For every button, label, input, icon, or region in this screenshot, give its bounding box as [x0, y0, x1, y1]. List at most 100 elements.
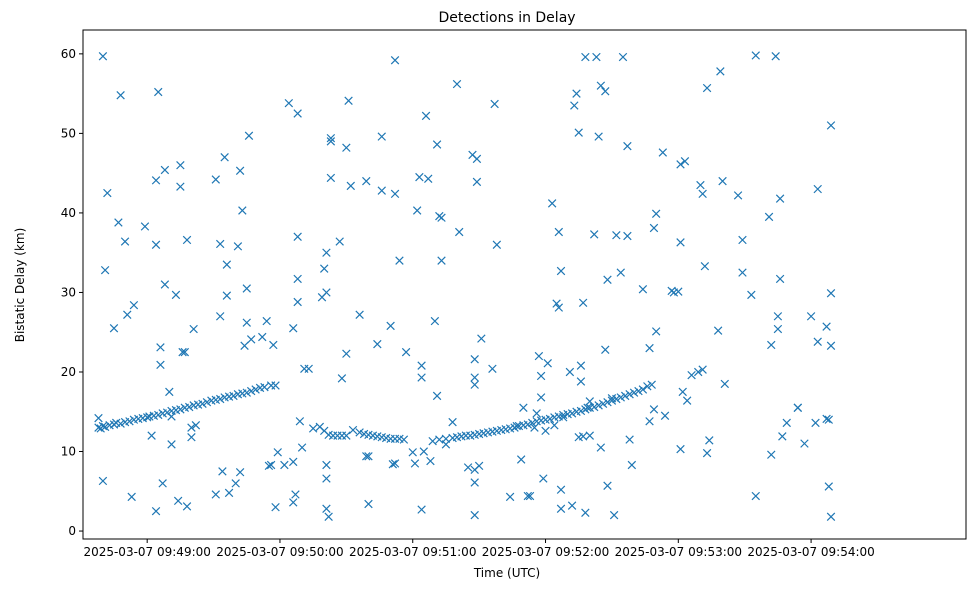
- data-point-marker: [733, 191, 743, 200]
- data-point-marker: [269, 340, 278, 350]
- data-point-marker: [565, 367, 575, 377]
- data-point-marker: [171, 290, 181, 300]
- data-point-marker: [576, 361, 586, 370]
- data-point-marker: [554, 227, 564, 237]
- data-point-marker: [594, 132, 603, 141]
- data-point-marker: [415, 172, 424, 182]
- data-point-marker: [441, 440, 451, 449]
- data-point-marker: [242, 388, 251, 397]
- data-point-marker: [297, 443, 307, 452]
- data-point-marker: [519, 403, 528, 412]
- data-point-marker: [470, 380, 479, 389]
- data-point-marker: [151, 240, 161, 249]
- data-point-marker: [811, 418, 820, 428]
- data-point-marker: [364, 499, 373, 509]
- data-point-marker: [488, 364, 497, 374]
- data-point-marker: [377, 132, 386, 141]
- data-point-marker: [233, 242, 243, 251]
- data-point-marker: [220, 153, 229, 162]
- data-point-marker: [417, 505, 426, 514]
- data-point-marker: [775, 194, 785, 203]
- data-point-marker: [767, 450, 776, 459]
- data-point-marker: [114, 218, 123, 227]
- data-point-marker: [390, 189, 400, 199]
- data-point-marker: [698, 189, 707, 199]
- data-point-marker: [771, 52, 780, 61]
- data-point-marker: [224, 488, 234, 498]
- data-point-marker: [432, 140, 442, 149]
- data-point-marker: [603, 275, 612, 284]
- data-point-marker: [266, 460, 276, 470]
- data-point-marker: [751, 491, 760, 501]
- data-markers: [94, 51, 836, 521]
- data-point-marker: [470, 478, 479, 487]
- data-point-marker: [151, 506, 161, 516]
- data-point-marker: [592, 52, 601, 62]
- data-point-marker: [651, 327, 661, 336]
- data-point-marker: [151, 176, 161, 185]
- x-axis: 2025-03-07 09:49:00 2025-03-07 09:50:00 20…: [83, 539, 875, 559]
- data-point-marker: [437, 256, 446, 265]
- data-point-marker: [596, 443, 606, 452]
- data-point-marker: [822, 414, 831, 424]
- data-point-marker: [472, 154, 482, 164]
- x-axis-title: Time (UTC): [473, 566, 540, 580]
- y-tick-label: 40: [61, 206, 76, 220]
- data-point-marker: [634, 386, 643, 396]
- data-point-marker: [222, 260, 232, 269]
- data-point-marker: [189, 324, 198, 334]
- data-point-marker: [643, 382, 652, 391]
- data-point-marker: [470, 355, 479, 364]
- data-point-marker: [645, 343, 654, 353]
- data-point-marker: [543, 359, 552, 368]
- data-point-marker: [335, 237, 344, 246]
- data-point-marker: [215, 312, 225, 321]
- data-point-marker: [826, 289, 836, 298]
- data-point-marker: [293, 274, 302, 284]
- data-point-marker: [620, 391, 630, 401]
- data-point-marker: [160, 165, 170, 175]
- data-point-marker: [326, 173, 336, 183]
- data-point-marker: [682, 396, 692, 405]
- data-point-marker: [576, 377, 586, 386]
- data-point-marker: [273, 448, 282, 457]
- data-point-marker: [373, 339, 382, 349]
- data-point-marker: [308, 424, 318, 433]
- data-point-marker: [202, 397, 212, 407]
- data-point-marker: [638, 385, 648, 394]
- data-point-marker: [572, 89, 581, 98]
- data-point-marker: [211, 490, 221, 499]
- data-point-marker: [607, 394, 617, 403]
- data-point-marker: [660, 411, 670, 420]
- data-point-marker: [280, 460, 289, 470]
- data-point-marker: [100, 422, 110, 432]
- data-point-marker: [550, 421, 559, 430]
- data-point-marker: [556, 485, 566, 494]
- data-point-marker: [629, 388, 639, 397]
- data-point-marker: [775, 274, 785, 284]
- plot-area: [83, 30, 966, 539]
- data-point-marker: [693, 367, 703, 377]
- data-point-marker: [773, 312, 783, 321]
- data-point-marker: [262, 316, 271, 326]
- data-point-marker: [638, 285, 648, 294]
- data-point-marker: [536, 393, 546, 402]
- data-point-marker: [390, 459, 400, 468]
- data-point-marker: [390, 55, 400, 65]
- data-point-marker: [322, 460, 331, 470]
- data-point-marker: [399, 435, 409, 444]
- data-point-marker: [176, 182, 185, 191]
- data-point-marker: [215, 394, 225, 404]
- data-point-marker: [260, 382, 269, 392]
- data-point-marker: [581, 508, 590, 517]
- data-point-marker: [430, 316, 440, 326]
- data-point-marker: [751, 51, 760, 60]
- data-point-marker: [158, 479, 167, 488]
- data-point-marker: [242, 318, 251, 327]
- data-point-marker: [738, 268, 747, 277]
- data-point-marker: [185, 402, 194, 412]
- data-point-marker: [362, 176, 371, 186]
- data-point-marker: [167, 440, 176, 449]
- data-point-marker: [738, 235, 747, 245]
